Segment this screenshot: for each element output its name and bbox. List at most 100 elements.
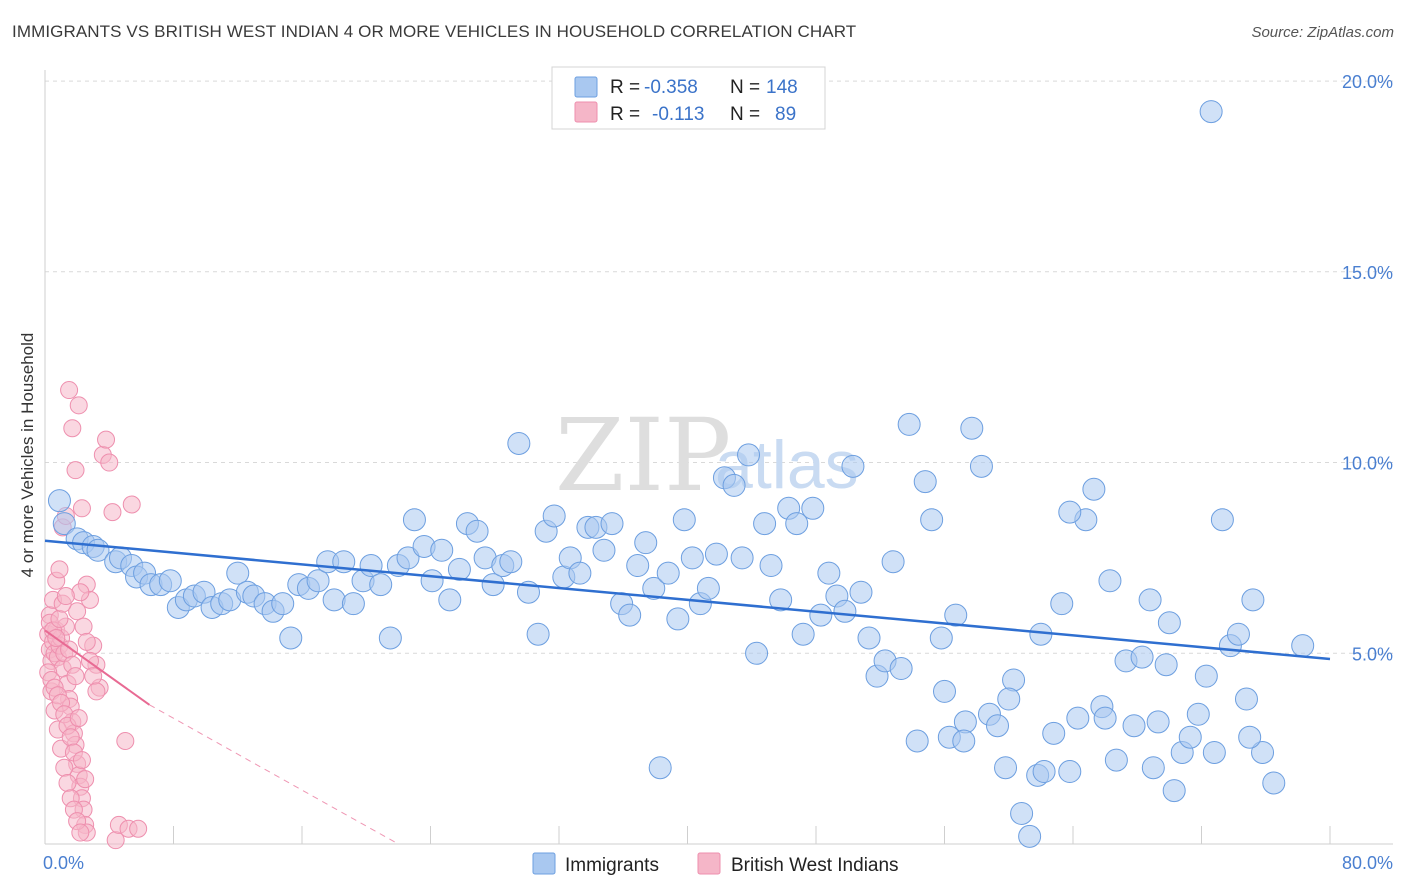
- bwi-point: [76, 770, 95, 789]
- immigrants-point: [438, 588, 462, 612]
- immigrants-point: [542, 504, 566, 528]
- immigrants-point: [730, 546, 754, 570]
- immigrants-point: [1130, 645, 1154, 669]
- immigrants-point: [857, 626, 881, 650]
- legend-n-value-immigrants: 148: [766, 77, 798, 98]
- immigrants-point: [322, 588, 346, 612]
- immigrants-point: [396, 546, 420, 570]
- y-tick-labels: 5.0% 10.0% 15.0% 20.0%: [1342, 72, 1393, 664]
- immigrants-point: [420, 569, 444, 593]
- immigrants-point: [1141, 756, 1165, 780]
- immigrants-point: [634, 531, 658, 555]
- immigrants-point: [465, 519, 489, 543]
- immigrants-point: [1002, 668, 1026, 692]
- immigrants-point: [1042, 721, 1066, 745]
- grid: [45, 80, 1393, 654]
- axis: [44, 70, 1393, 845]
- immigrants-point: [1202, 740, 1226, 764]
- immigrants-point: [507, 431, 531, 455]
- legend-n-label-immigrants: N =: [730, 77, 760, 98]
- bwi-trend-line: [44, 629, 150, 706]
- immigrants-point: [1262, 771, 1286, 795]
- immigrants-point: [47, 489, 71, 513]
- immigrants-point: [618, 603, 642, 627]
- immigrants-point: [430, 538, 454, 562]
- immigrants-point: [1251, 740, 1275, 764]
- x-tick-min: 0.0%: [43, 853, 84, 873]
- y-tick-label: 15.0%: [1342, 263, 1393, 283]
- immigrants-point: [378, 626, 402, 650]
- legend-n-value-bwi: 89: [775, 104, 796, 125]
- bwi-trend-extension: [149, 704, 399, 845]
- immigrants-point: [648, 756, 672, 780]
- immigrants-point: [1050, 592, 1074, 616]
- immigrants-point: [568, 561, 592, 585]
- immigrants-point: [1238, 725, 1262, 749]
- immigrants-point: [1058, 500, 1082, 524]
- immigrants-point: [696, 576, 720, 600]
- trend-lines: [44, 539, 1331, 845]
- immigrants-point: [52, 512, 76, 536]
- immigrants-point: [481, 573, 505, 597]
- bwi-point: [87, 682, 106, 701]
- bwi-point: [97, 430, 116, 449]
- legend-swatch-bwi: [574, 101, 598, 123]
- immigrants-point: [1018, 824, 1042, 848]
- bwi-point: [72, 751, 91, 770]
- bottom-legend-bwi: British West Indians: [731, 855, 899, 876]
- bwi-point: [77, 632, 96, 651]
- immigrants-point: [1146, 710, 1170, 734]
- bwi-point: [68, 602, 87, 621]
- bwi-point: [63, 419, 82, 438]
- immigrants-point: [1104, 748, 1128, 772]
- bwi-point: [72, 499, 91, 518]
- watermark-zip: ZIP: [555, 397, 731, 514]
- immigrants-point: [1186, 702, 1210, 726]
- bottom-legend-immigrants: Immigrants: [565, 855, 659, 876]
- immigrants-point: [369, 573, 393, 597]
- immigrants-trend-line: [44, 539, 1331, 661]
- immigrants-point: [642, 576, 666, 600]
- immigrants-point: [656, 561, 680, 585]
- immigrants-point: [666, 607, 690, 631]
- immigrants-point: [1066, 706, 1090, 730]
- legend-r-label-immigrants: R =: [610, 77, 640, 98]
- bwi-point: [74, 617, 93, 636]
- immigrants-point: [447, 557, 471, 581]
- immigrants-point: [592, 538, 616, 562]
- immigrants-point: [1291, 634, 1315, 658]
- bwi-point: [66, 667, 85, 686]
- immigrants-point: [769, 588, 793, 612]
- immigrants-point: [969, 454, 993, 478]
- immigrants-point: [1234, 687, 1258, 711]
- bwi-point: [55, 758, 74, 777]
- immigrants-point: [499, 550, 523, 574]
- immigrants-point: [889, 657, 913, 681]
- immigrants-point: [704, 542, 728, 566]
- immigrants-point: [841, 454, 865, 478]
- immigrants-point: [1154, 653, 1178, 677]
- y-tick-label: 20.0%: [1342, 72, 1393, 92]
- immigrants-point: [1082, 477, 1106, 501]
- bottom-legend-swatch-bwi: [697, 852, 721, 875]
- immigrants-point: [226, 561, 250, 585]
- immigrants-point: [929, 626, 953, 650]
- immigrants-point: [913, 470, 937, 494]
- immigrants-points: [47, 100, 1315, 848]
- immigrants-point: [1093, 706, 1117, 730]
- immigrants-point: [952, 729, 976, 753]
- immigrants-point: [1194, 664, 1218, 688]
- bwi-point: [129, 819, 148, 838]
- immigrants-point: [986, 714, 1010, 738]
- bwi-point: [66, 461, 85, 480]
- immigrants-point: [737, 443, 761, 467]
- bwi-point: [103, 503, 122, 522]
- bwi-point: [50, 560, 69, 579]
- immigrants-point: [1178, 725, 1202, 749]
- immigrants-point: [1226, 622, 1250, 646]
- immigrants-point: [997, 687, 1021, 711]
- bottom-legend: Immigrants British West Indians: [532, 852, 899, 876]
- bwi-point: [69, 396, 88, 415]
- immigrants-point: [881, 550, 905, 574]
- bwi-point: [116, 732, 135, 751]
